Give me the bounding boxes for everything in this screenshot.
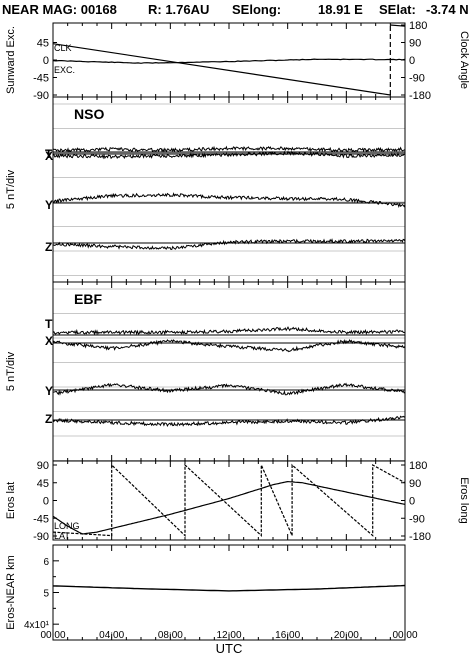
panel4-ytick-label: -90 <box>33 531 49 543</box>
ebf-panel-series-t <box>52 326 406 336</box>
nso-panel-series-label: X <box>45 149 53 163</box>
ebf-panel-series-label: Z <box>45 412 52 426</box>
nso-panel-series-label: Z <box>45 240 52 254</box>
panel4-frame <box>52 460 406 541</box>
panel1-ytick-label: -90 <box>33 90 49 102</box>
sunward-excursion-line <box>52 58 406 64</box>
panel5-ytick-label: 5 <box>43 589 49 600</box>
selong-label: SElong: <box>232 2 282 17</box>
selat-label: SElat: <box>379 2 416 17</box>
panel4-y2tick-label: 90 <box>409 478 421 490</box>
panel1-y2tick-label: -90 <box>409 73 425 85</box>
eros-long-line <box>52 463 406 538</box>
panel4-y2tick-label: 0 <box>409 496 415 508</box>
selat-value: -3.74 N <box>426 2 469 17</box>
panel5-ytick-label: 6 <box>43 557 49 568</box>
lat-series-label: LAT <box>54 531 70 541</box>
nso-panel-series-z <box>52 238 406 251</box>
panel1-ytick-label: -45 <box>33 73 49 85</box>
instrument-label: NEAR MAG: 00168 <box>2 2 117 17</box>
nso-panel-series-y <box>52 192 406 208</box>
x-tick-label: 04:00 <box>99 630 124 641</box>
long-series-label: LONG <box>54 521 80 531</box>
selong-value: 18.91 E <box>318 2 363 17</box>
panel1-ytick-label: 45 <box>37 38 49 50</box>
panel1-y2label: Clock Angle <box>458 31 470 89</box>
panel1-y2tick-label: 180 <box>409 20 427 32</box>
panel4-ytick-label: 0 <box>43 496 49 508</box>
clk-series-label: CLK <box>54 43 72 53</box>
x-axis-title: UTC <box>216 641 243 656</box>
ebf-panel-per-div-label: 5 nT/div <box>5 351 17 391</box>
panel5-frame <box>52 544 406 641</box>
x-tick-label: 16:00 <box>275 630 300 641</box>
panel5-ylabel: Eros-NEAR km <box>5 555 17 630</box>
panel4-y2tick-label: -90 <box>409 513 425 525</box>
panel1-y2tick-label: 90 <box>409 38 421 50</box>
clock-angle-line <box>390 24 406 27</box>
ebf-panel-series-y <box>53 382 406 396</box>
plot-header: NEAR MAG: 00168 R: 1.76AU SElong: 18.91 … <box>0 2 473 107</box>
nso-panel-series-label: Y <box>45 198 53 212</box>
panel1-ylabel: Sunward Exc. <box>5 26 17 94</box>
panel1-y2tick-label: -180 <box>409 90 431 102</box>
ebf-panel-series-label: Y <box>45 384 53 398</box>
panel4-ytick-label: -45 <box>33 513 49 525</box>
range-label: R: 1.76AU <box>148 2 210 17</box>
ebf-panel-series-x <box>52 339 406 353</box>
nso-panel-per-div-label: 5 nT/div <box>5 169 17 209</box>
nso-panel-series-x <box>52 150 406 160</box>
nso-panel-series-t <box>52 145 406 153</box>
eros-near-distance-line <box>52 584 406 592</box>
nso-panel-title: NSO <box>74 106 104 122</box>
nso-panel-frame <box>52 96 406 283</box>
eros-lat-line <box>52 480 406 535</box>
clock-angle-line <box>52 43 391 96</box>
panel1-ytick-label: 0 <box>43 55 49 67</box>
ebf-panel-series-label: X <box>45 334 53 348</box>
x-tick-label: 08:00 <box>158 630 183 641</box>
panel4-ytick-label: 45 <box>37 478 49 490</box>
ebf-panel-series-z <box>52 415 406 428</box>
panel4-y2tick-label: 180 <box>409 460 427 472</box>
ebf-panel-frame <box>52 281 406 462</box>
panel1-y2tick-label: 0 <box>409 55 415 67</box>
ebf-panel-title: EBF <box>74 291 102 307</box>
panel4-y2tick-label: -180 <box>409 531 431 543</box>
x-tick-label: 20:00 <box>334 630 359 641</box>
exc-series-label: EXC. <box>54 65 75 75</box>
ebf-panel-series-label: T <box>45 317 53 331</box>
panel4-ylabel: Eros lat <box>5 482 17 519</box>
x-tick-label: 12:00 <box>216 630 241 641</box>
panel4-y2label: Eros long <box>458 477 470 523</box>
panel5-ytick-label: 4x10¹ <box>24 620 50 631</box>
panel4-ytick-label: 90 <box>37 460 49 472</box>
nso-panel-series-label: T <box>45 147 53 161</box>
x-tick-label: 00:00 <box>392 630 417 641</box>
x-tick-label: 00:00 <box>40 630 65 641</box>
